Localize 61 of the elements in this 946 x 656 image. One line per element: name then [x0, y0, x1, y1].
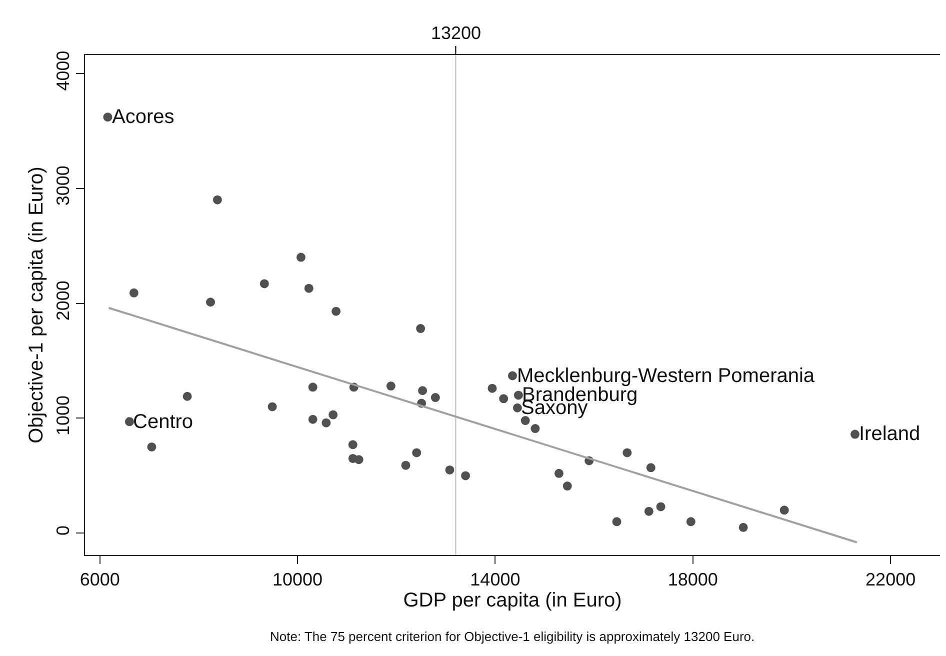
point	[348, 440, 358, 450]
point	[332, 306, 341, 316]
point	[212, 195, 222, 204]
point	[328, 410, 338, 420]
annotation: Acores	[112, 106, 174, 128]
x-tick-label: 10000	[272, 570, 323, 590]
point	[530, 424, 540, 434]
x-tick-label: 22000	[866, 570, 916, 590]
point	[412, 448, 422, 458]
point	[308, 414, 318, 424]
text: Note: The 75 percent criterion for Objective-1 eligibility is approximately 13200 Euro.	[270, 629, 755, 644]
point	[461, 471, 470, 480]
point	[656, 502, 666, 512]
x-axis-title: GDP per capita (in Euro)	[403, 590, 622, 612]
point	[296, 252, 306, 262]
y-tick-label: 0	[52, 525, 73, 536]
point	[644, 506, 654, 516]
y-tick-label: 2000	[52, 280, 73, 321]
point	[124, 417, 134, 426]
point	[416, 324, 426, 334]
point	[562, 482, 572, 491]
y-tick-label: 3000	[52, 166, 73, 206]
point	[780, 506, 789, 515]
point	[430, 393, 440, 402]
point	[182, 392, 192, 401]
point	[260, 279, 269, 288]
point	[418, 386, 428, 396]
point	[850, 430, 860, 439]
point	[488, 384, 497, 393]
annotation: Ireland	[859, 423, 920, 445]
point	[401, 460, 410, 470]
point	[308, 382, 318, 392]
point	[129, 288, 138, 298]
point	[512, 403, 522, 412]
point	[514, 390, 523, 400]
x-tick-label: 6000	[80, 570, 120, 590]
point	[322, 418, 331, 428]
point	[554, 468, 564, 478]
point	[304, 284, 314, 293]
point	[508, 371, 517, 380]
point	[499, 394, 508, 404]
point	[622, 448, 632, 458]
y-tick-label: 1000	[52, 395, 73, 436]
point	[612, 517, 622, 526]
point	[147, 442, 156, 452]
y-axis-title: Objective-1 per capita (in Euro)	[25, 166, 48, 444]
point	[354, 455, 364, 464]
point	[646, 463, 656, 472]
annotation: Centro	[133, 411, 194, 433]
point	[103, 112, 112, 122]
annotation: Mecklenburg-Western Pomerania	[517, 365, 816, 387]
point	[686, 517, 696, 526]
point	[268, 402, 277, 412]
point	[386, 382, 396, 391]
y-tick-label: 4000	[52, 50, 73, 91]
x-tick-label: 18000	[668, 570, 718, 590]
point	[445, 465, 454, 474]
x-tick-label: 14000	[470, 570, 520, 590]
point	[206, 298, 216, 307]
ref-line-label: 13200	[431, 23, 482, 43]
point	[738, 522, 748, 532]
